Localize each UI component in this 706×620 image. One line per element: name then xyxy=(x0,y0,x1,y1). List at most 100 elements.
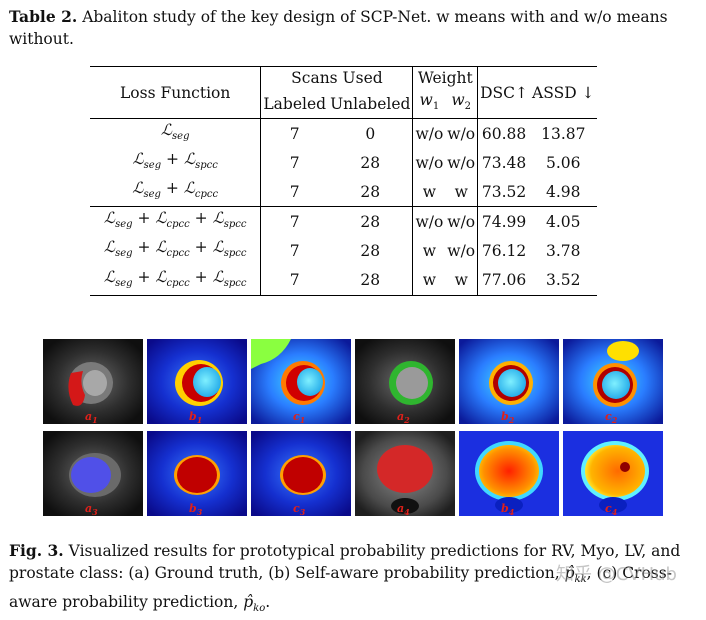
header-w1: w1 xyxy=(419,91,440,113)
panel-c4 xyxy=(563,431,663,516)
cell-loss: ℒseg xyxy=(90,118,262,149)
cell-w1: w xyxy=(412,265,446,296)
header-scans-used: Scans Used xyxy=(260,66,414,89)
table-row: ℒseg + ℒcpcc + ℒspcc 7 28 w/o w/o 74.99 4.05 xyxy=(90,206,597,237)
cell-loss: ℒseg + ℒspcc xyxy=(90,148,262,178)
panel-c3 xyxy=(251,431,351,516)
panel-c2 xyxy=(563,339,663,424)
cell-assd: 3.52 xyxy=(530,265,597,296)
panel-labels-row-1: a1 b1 c1 a2 b2 c2 xyxy=(85,410,618,425)
panel-label: a4 xyxy=(397,502,410,517)
cell-dsc: 74.99 xyxy=(477,206,531,237)
cell-labeled: 7 xyxy=(260,206,329,237)
table-header-row-1: Loss Function Scans Used Weight DSC↑ ASS… xyxy=(90,65,597,119)
figure-caption-text-3: . xyxy=(265,593,271,612)
cell-dsc: 76.12 xyxy=(481,242,527,261)
panel-label: a2 xyxy=(397,410,410,425)
cell-labeled: 7 xyxy=(289,182,300,201)
figure-caption: Fig. 3. Visualized results for prototypi… xyxy=(9,540,699,620)
header-labeled: Labeled xyxy=(263,94,327,113)
table-row: ℒseg + ℒspcc 7 28 w/o w/o 73.48 5.06 xyxy=(90,148,597,178)
figure-caption-label: Fig. 3. xyxy=(9,541,64,560)
table-body: ℒseg 7 0 w/o w/o 60.88 13.87 ℒseg + ℒspcc 7 28 w/o… xyxy=(90,118,597,296)
cell-assd: 4.05 xyxy=(530,206,597,237)
cell-w1: w/o xyxy=(415,153,444,172)
cell-w1: w/o xyxy=(412,118,446,149)
panel-a2 xyxy=(355,339,455,424)
figure-caption-text-2: , (c) Cross-aware probability prediction… xyxy=(9,564,672,612)
panel-a1 xyxy=(43,339,143,424)
cell-w1: w/o xyxy=(412,206,446,237)
phat-ko-sub: ko xyxy=(253,603,266,615)
cell-labeled: 7 xyxy=(260,118,329,149)
cell-unlabeled: 28 xyxy=(328,265,414,296)
panel-a3 xyxy=(43,431,143,516)
cell-unlabeled: 28 xyxy=(328,236,414,266)
panel-label: c2 xyxy=(605,410,618,425)
header-unlabeled: Unlabeled xyxy=(328,89,414,119)
panel-label: a3 xyxy=(85,502,98,517)
cell-assd: 4.98 xyxy=(546,182,581,201)
cell-unlabeled: 28 xyxy=(328,148,414,178)
panel-b1 xyxy=(147,339,247,424)
cell-loss: ℒseg + ℒcpcc xyxy=(90,177,262,207)
panel-label: c4 xyxy=(605,502,618,517)
panel-label: a1 xyxy=(85,410,98,425)
cell-assd: 5.06 xyxy=(546,153,581,172)
figure-caption-text-1: Visualized results for prototypical prob… xyxy=(9,542,681,582)
table-header-row-2: Labeled Unlabeled w1 w2 xyxy=(90,89,597,119)
cell-unlabeled: 0 xyxy=(328,118,414,149)
panel-labels-row-2: a3 b3 c3 a4 b4 c4 xyxy=(85,502,618,517)
header-loss-function: Loss Function xyxy=(90,65,262,119)
cell-assd: 3.78 xyxy=(546,242,581,261)
cell-labeled: 7 xyxy=(289,153,300,172)
header-w2: w2 xyxy=(445,89,479,119)
cell-w2: w xyxy=(445,177,479,207)
header-assd: ASSD ↓ xyxy=(530,65,597,119)
panel-label: b1 xyxy=(189,410,202,425)
cell-unlabeled: 28 xyxy=(328,206,414,237)
table-row: ℒseg + ℒcpcc 7 28 w w 73.52 4.98 xyxy=(90,177,597,207)
panel-label: c1 xyxy=(293,410,305,425)
cell-unlabeled: 28 xyxy=(328,177,414,207)
ablation-table: Loss Function Scans Used Weight DSC↑ ASS… xyxy=(90,65,597,296)
phat-kk-sub: kk xyxy=(574,574,587,586)
table-caption-label: Table 2. xyxy=(9,7,78,26)
panel-c1 xyxy=(251,339,351,424)
cell-dsc: 73.48 xyxy=(481,153,527,172)
cell-w2: w/o xyxy=(445,148,479,178)
cell-w2: w/o xyxy=(445,236,479,266)
table-caption: Table 2. Abaliton study of the key desig… xyxy=(9,6,699,50)
figure-3-image-grid: a1 b1 c1 a2 b2 c2 a3 b3 c3 a4 b4 c4 xyxy=(43,339,663,517)
figure-3-panels: a1 b1 c1 a2 b2 c2 a3 b3 c3 a4 b4 c4 xyxy=(43,339,663,521)
panel-label: c3 xyxy=(293,502,306,517)
cell-labeled: 7 xyxy=(289,242,300,261)
cell-w2: w xyxy=(445,265,479,296)
cell-assd: 13.87 xyxy=(530,118,597,149)
cell-labeled: 7 xyxy=(260,265,329,296)
panel-a4 xyxy=(355,431,455,516)
table-row: ℒseg 7 0 w/o w/o 60.88 13.87 xyxy=(90,118,597,149)
watermark: 知乎 @CVHub xyxy=(556,564,677,585)
panel-b4 xyxy=(459,431,559,516)
phat-kk: p̂ xyxy=(564,564,575,582)
panel-label: b2 xyxy=(501,410,515,425)
cell-loss: ℒseg + ℒcpcc + ℒspcc xyxy=(90,206,262,237)
cell-dsc: 77.06 xyxy=(477,265,531,296)
cell-w2: w/o xyxy=(445,118,479,149)
cell-dsc: 73.52 xyxy=(481,182,527,201)
cell-w1: w xyxy=(422,182,437,201)
panel-label: b4 xyxy=(501,502,515,517)
cell-dsc: 60.88 xyxy=(477,118,531,149)
table-caption-text: Abaliton study of the key design of SCP-… xyxy=(9,8,668,48)
cell-loss: ℒseg + ℒcpcc + ℒspcc xyxy=(90,265,262,296)
panel-label: b3 xyxy=(189,502,203,517)
table-row: ℒseg + ℒcpcc + ℒspcc 7 28 w w 77.06 3.52 xyxy=(90,265,597,296)
header-dsc: DSC↑ xyxy=(477,65,531,119)
table-row: ℒseg + ℒcpcc + ℒspcc 7 28 w w/o 76.12 3.78 xyxy=(90,236,597,266)
panel-b3 xyxy=(147,431,247,516)
cell-w1: w xyxy=(422,242,437,261)
cell-loss: ℒseg + ℒcpcc + ℒspcc xyxy=(90,236,262,266)
phat-ko: p̂ xyxy=(243,593,254,612)
panel-b2 xyxy=(459,339,559,424)
